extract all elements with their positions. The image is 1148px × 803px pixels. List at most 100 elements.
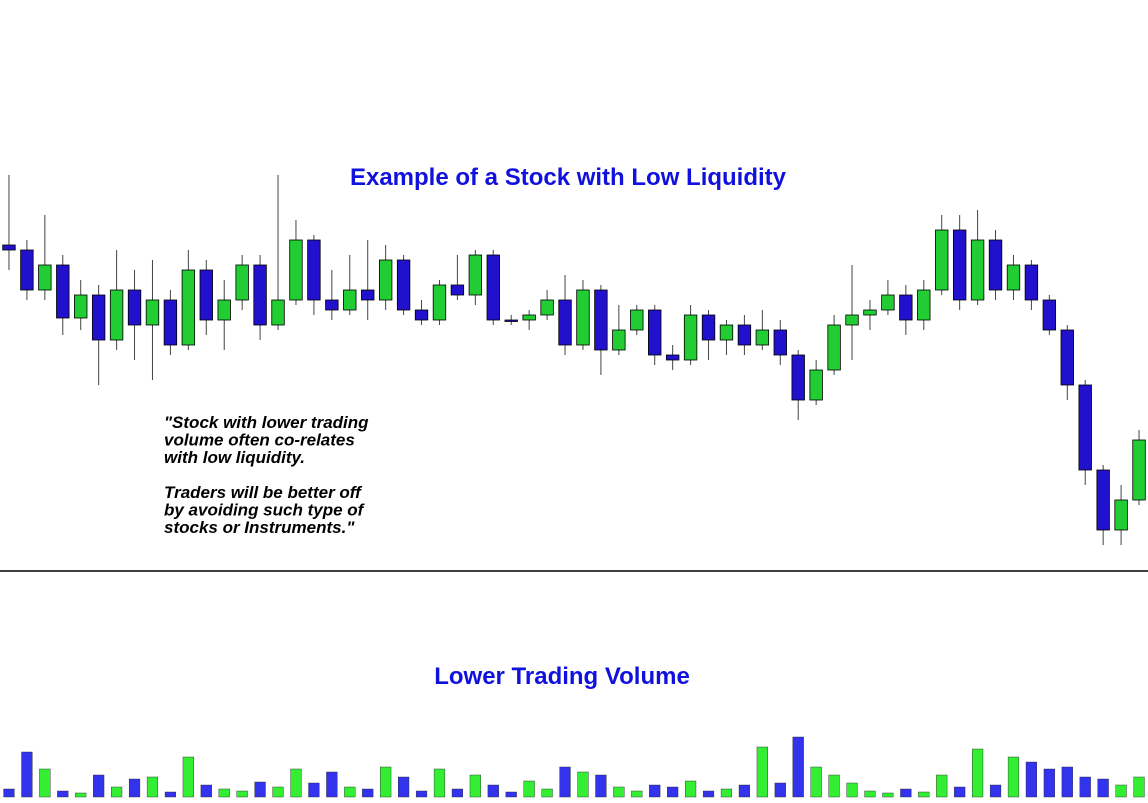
volume-bar bbox=[595, 774, 607, 798]
candle-body bbox=[396, 259, 411, 311]
volume-bar bbox=[1133, 776, 1145, 798]
candle-body bbox=[199, 269, 213, 321]
volume-bar bbox=[75, 792, 87, 798]
candle-body bbox=[881, 294, 895, 311]
candle-body bbox=[1078, 384, 1092, 471]
candle-body bbox=[91, 294, 106, 341]
candle-body bbox=[1060, 329, 1074, 386]
candle-body bbox=[468, 254, 483, 296]
volume-bar bbox=[308, 782, 320, 798]
candle-body bbox=[163, 299, 178, 346]
candle-body bbox=[1096, 469, 1110, 531]
volume-bar bbox=[1007, 756, 1020, 798]
volume-bar bbox=[469, 774, 481, 798]
volume-bar bbox=[918, 791, 930, 798]
volume-bar bbox=[362, 788, 374, 798]
candle-body bbox=[791, 354, 805, 401]
volume-bar bbox=[164, 791, 176, 798]
candle-body bbox=[1132, 439, 1146, 501]
candle-body bbox=[683, 314, 698, 361]
candle-body bbox=[773, 329, 787, 356]
annotation: with low liquidity. bbox=[164, 448, 305, 467]
annotation: Traders will be better off bbox=[164, 483, 363, 502]
volume-bar bbox=[846, 782, 858, 798]
volume-bar bbox=[989, 784, 1002, 798]
volume-bar bbox=[792, 736, 804, 798]
volume-bar bbox=[21, 751, 33, 798]
candle-body bbox=[522, 314, 536, 321]
candle-body bbox=[235, 264, 249, 301]
candle-body bbox=[719, 324, 734, 341]
candle-body bbox=[899, 294, 913, 321]
volume-bar bbox=[344, 786, 356, 798]
volume-bar bbox=[326, 771, 338, 798]
candle-body bbox=[665, 354, 680, 361]
volume-bar bbox=[685, 780, 697, 798]
volume-bar bbox=[290, 768, 302, 798]
candle-body bbox=[809, 369, 823, 401]
candle-body bbox=[181, 269, 196, 346]
volume-bar bbox=[828, 774, 840, 798]
annotation: by avoiding such type of bbox=[164, 501, 366, 520]
candle-body bbox=[378, 259, 393, 301]
annotation: volume often co-relates bbox=[164, 431, 355, 450]
candle-body bbox=[127, 289, 142, 326]
volume-bar bbox=[738, 784, 750, 798]
volume-bar bbox=[972, 748, 984, 798]
candle-body bbox=[253, 264, 267, 326]
candle-body bbox=[952, 229, 967, 301]
volume-bar bbox=[1025, 761, 1037, 798]
candle-body bbox=[845, 314, 859, 326]
volume-bar bbox=[111, 786, 123, 798]
candle-body bbox=[1114, 499, 1128, 531]
candle-body bbox=[540, 299, 554, 316]
candle-body bbox=[450, 284, 465, 296]
candle-body bbox=[38, 264, 52, 291]
candle-body bbox=[1024, 264, 1039, 301]
candle-body bbox=[648, 309, 662, 356]
candle-body bbox=[2, 244, 16, 251]
candle-body bbox=[109, 289, 124, 341]
volume-bar bbox=[146, 776, 159, 798]
volume-bar bbox=[93, 774, 105, 798]
candle-body bbox=[935, 229, 949, 291]
volume-bar bbox=[1043, 768, 1055, 798]
candle-body bbox=[1042, 299, 1057, 331]
volume-bar bbox=[1061, 766, 1073, 798]
volume-bar bbox=[182, 756, 194, 798]
candle-body bbox=[504, 319, 518, 322]
volume-bar bbox=[559, 766, 571, 798]
volume-bar bbox=[936, 774, 948, 798]
candle-body bbox=[361, 289, 375, 301]
chart-title: Lower Trading Volume bbox=[434, 663, 690, 690]
candle-body bbox=[74, 294, 88, 319]
candle-body bbox=[630, 309, 644, 331]
volume-bar bbox=[577, 771, 589, 798]
volume-bar bbox=[1079, 776, 1091, 798]
candle-body bbox=[414, 309, 429, 321]
volume-bar bbox=[254, 781, 266, 798]
candle-body bbox=[988, 239, 1003, 291]
candle-body bbox=[432, 284, 447, 321]
candle-body bbox=[701, 314, 716, 341]
volume-bar bbox=[810, 766, 822, 798]
volume-bar bbox=[649, 784, 661, 798]
volume-bar bbox=[667, 786, 679, 798]
candle-body bbox=[594, 289, 608, 351]
volume-bar bbox=[398, 776, 410, 798]
volume-bar bbox=[433, 768, 446, 798]
candle-body bbox=[343, 289, 357, 311]
candle-body bbox=[145, 299, 160, 326]
volume-bar bbox=[541, 788, 553, 798]
candle-body bbox=[827, 324, 841, 371]
volume-bar bbox=[451, 788, 463, 798]
volume-bar bbox=[236, 790, 248, 798]
volume-bar bbox=[218, 788, 230, 798]
volume-bar bbox=[505, 791, 517, 798]
volume-bar bbox=[487, 784, 499, 798]
candle-body bbox=[576, 289, 590, 346]
volume-bar bbox=[1115, 784, 1127, 798]
candle-body bbox=[289, 239, 303, 301]
volume-bar bbox=[900, 788, 912, 798]
